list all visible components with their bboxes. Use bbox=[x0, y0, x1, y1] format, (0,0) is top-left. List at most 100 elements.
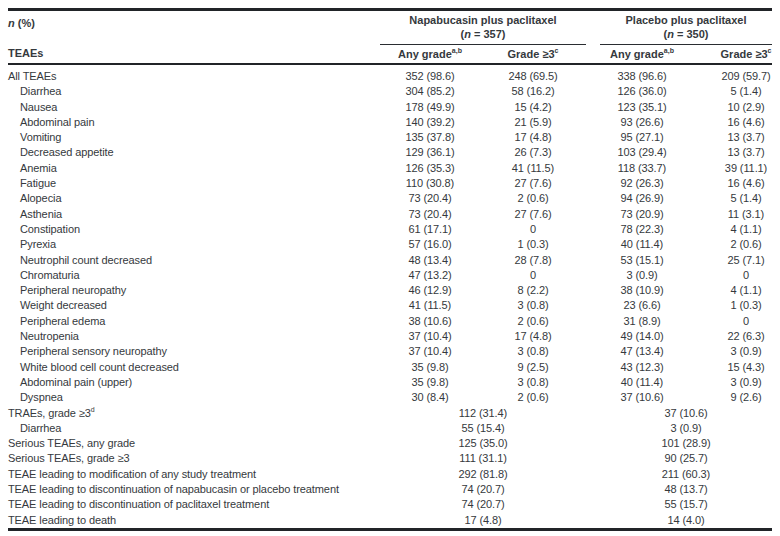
spacer-cell bbox=[684, 298, 720, 313]
row-label: TEAE leading to modification of any stud… bbox=[8, 467, 380, 482]
spacer-cell bbox=[586, 191, 600, 206]
row-label: Pyrexia bbox=[8, 237, 380, 252]
spacer-cell bbox=[684, 145, 720, 160]
row-label: Peripheral sensory neuropathy bbox=[8, 344, 380, 359]
spacer-cell bbox=[586, 513, 600, 530]
value-cell: 27 (7.6) bbox=[480, 207, 586, 222]
table-row: Chromaturia47 (13.2)03 (0.9)0 bbox=[8, 268, 772, 283]
table-row: Peripheral sensory neuropathy37 (10.4)3 … bbox=[8, 344, 772, 359]
spacer-cell bbox=[586, 421, 600, 436]
spacer-cell bbox=[586, 115, 600, 130]
table-row: White blood cell count decreased35 (9.8)… bbox=[8, 360, 772, 375]
spacer-cell bbox=[586, 100, 600, 115]
value-cell: 74 (20.7) bbox=[380, 497, 586, 512]
table-row: Nausea178 (49.9)15 (4.2)123 (35.1)10 (2.… bbox=[8, 100, 772, 115]
value-cell: 110 (30.8) bbox=[380, 176, 480, 191]
spacer-cell bbox=[684, 100, 720, 115]
value-cell: 23 (6.6) bbox=[600, 298, 684, 313]
row-label: Abdominal pain (upper) bbox=[8, 375, 380, 390]
col-header-gap2 bbox=[684, 44, 720, 64]
value-cell: 140 (39.2) bbox=[380, 115, 480, 130]
value-cell: 248 (69.5) bbox=[480, 64, 586, 84]
value-cell: 15 (4.2) bbox=[480, 100, 586, 115]
value-cell: 37 (10.6) bbox=[600, 406, 772, 421]
spacer-cell bbox=[586, 84, 600, 99]
spacer-cell bbox=[586, 237, 600, 252]
value-cell: 4 (1.1) bbox=[720, 222, 772, 237]
value-cell: 41 (11.5) bbox=[380, 298, 480, 313]
value-cell: 58 (16.2) bbox=[480, 84, 586, 99]
value-cell: 111 (31.1) bbox=[380, 451, 586, 466]
value-cell: 3 (0.8) bbox=[480, 375, 586, 390]
col-header-napa-grade3: Grade ≥3c bbox=[480, 44, 586, 64]
teaes-label: TEAEs bbox=[8, 47, 43, 59]
teae-table-wrapper: n (%) TEAEs Napabucasin plus paclitaxel … bbox=[8, 8, 772, 531]
table-row: Dyspnea30 (8.4)2 (0.6)37 (10.6)9 (2.6) bbox=[8, 390, 772, 405]
table-row: Peripheral neuropathy46 (12.9)8 (2.2)38 … bbox=[8, 283, 772, 298]
spacer-cell bbox=[586, 406, 600, 421]
table-row: Serious TEAEs, any grade125 (35.0)101 (2… bbox=[8, 436, 772, 451]
value-cell: 126 (35.3) bbox=[380, 161, 480, 176]
spacer-cell bbox=[684, 390, 720, 405]
n-percent-label: n (%) bbox=[8, 11, 380, 29]
table-row: Pyrexia57 (16.0)1 (0.3)40 (11.4)2 (0.6) bbox=[8, 237, 772, 252]
spacer-cell bbox=[586, 283, 600, 298]
value-cell: 2 (0.6) bbox=[720, 237, 772, 252]
spacer-cell bbox=[586, 298, 600, 313]
value-cell: 3 (0.8) bbox=[480, 298, 586, 313]
spacer-cell bbox=[586, 161, 600, 176]
value-cell: 37 (10.6) bbox=[600, 390, 684, 405]
table-row: Decreased appetite129 (36.1)26 (7.3)103 … bbox=[8, 145, 772, 160]
value-cell: 41 (11.5) bbox=[480, 161, 586, 176]
value-cell: 126 (36.0) bbox=[600, 84, 684, 99]
row-label: Peripheral neuropathy bbox=[8, 283, 380, 298]
table-row: Alopecia73 (20.4)2 (0.6)94 (26.9)5 (1.4) bbox=[8, 191, 772, 206]
table-row: All TEAEs352 (98.6)248 (69.5)338 (96.6)2… bbox=[8, 64, 772, 84]
value-cell: 37 (10.4) bbox=[380, 329, 480, 344]
value-cell: 123 (35.1) bbox=[600, 100, 684, 115]
value-cell: 211 (60.3) bbox=[600, 467, 772, 482]
value-cell: 13 (3.7) bbox=[720, 130, 772, 145]
row-label: White blood cell count decreased bbox=[8, 360, 380, 375]
value-cell: 292 (81.8) bbox=[380, 467, 586, 482]
table-header: n (%) TEAEs Napabucasin plus paclitaxel … bbox=[8, 10, 772, 65]
spacer-cell bbox=[684, 237, 720, 252]
row-label: Neutropenia bbox=[8, 329, 380, 344]
spacer-cell bbox=[684, 207, 720, 222]
table-row: Fatigue110 (30.8)27 (7.6)92 (26.3)16 (4.… bbox=[8, 176, 772, 191]
row-label: TRAEs, grade ≥3d bbox=[8, 406, 380, 421]
spacer-cell bbox=[684, 64, 720, 84]
table-row: Vomiting135 (37.8)17 (4.8)95 (27.1)13 (3… bbox=[8, 130, 772, 145]
spacer-cell bbox=[586, 329, 600, 344]
group-title: Napabucasin plus paclitaxel bbox=[380, 14, 586, 28]
value-cell: 11 (3.1) bbox=[720, 207, 772, 222]
value-cell: 95 (27.1) bbox=[600, 130, 684, 145]
value-cell: 2 (0.6) bbox=[480, 314, 586, 329]
value-cell: 57 (16.0) bbox=[380, 237, 480, 252]
row-label: Weight decreased bbox=[8, 298, 380, 313]
table-row: Abdominal pain140 (39.2)21 (5.9)93 (26.6… bbox=[8, 115, 772, 130]
value-cell: 61 (17.1) bbox=[380, 222, 480, 237]
value-cell: 17 (4.8) bbox=[380, 513, 586, 530]
table-row: TEAE leading to discontinuation of napab… bbox=[8, 482, 772, 497]
spacer-cell bbox=[586, 176, 600, 191]
value-cell: 3 (0.9) bbox=[720, 375, 772, 390]
spacer-cell bbox=[684, 161, 720, 176]
spacer-cell bbox=[586, 64, 600, 84]
value-cell: 5 (1.4) bbox=[720, 191, 772, 206]
value-cell: 92 (26.3) bbox=[600, 176, 684, 191]
spacer-cell bbox=[684, 176, 720, 191]
value-cell: 53 (15.1) bbox=[600, 253, 684, 268]
spacer-cell bbox=[586, 344, 600, 359]
value-cell: 22 (6.3) bbox=[720, 329, 772, 344]
table-row: Diarrhea55 (15.4)3 (0.9) bbox=[8, 421, 772, 436]
spacer-cell bbox=[684, 130, 720, 145]
value-cell: 21 (5.9) bbox=[480, 115, 586, 130]
value-cell: 28 (7.8) bbox=[480, 253, 586, 268]
row-label: Serious TEAEs, grade ≥3 bbox=[8, 451, 380, 466]
row-label: Alopecia bbox=[8, 191, 380, 206]
spacer-cell bbox=[684, 375, 720, 390]
value-cell: 2 (0.6) bbox=[480, 390, 586, 405]
value-cell: 17 (4.8) bbox=[480, 329, 586, 344]
value-cell: 3 (0.9) bbox=[600, 268, 684, 283]
